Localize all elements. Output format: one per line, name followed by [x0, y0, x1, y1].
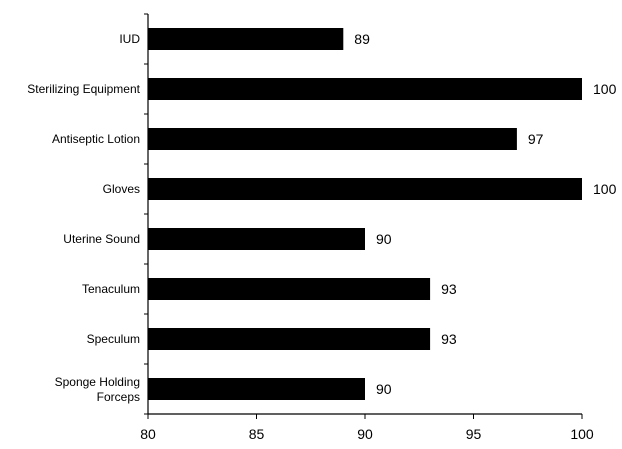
bar [148, 28, 344, 50]
x-tick-label: 85 [249, 426, 265, 442]
x-tick-label: 95 [466, 426, 482, 442]
bar [148, 378, 365, 400]
x-tick-label: 90 [357, 426, 373, 442]
data-label: 97 [528, 131, 544, 147]
category-label: Sponge Holding Forceps [55, 375, 140, 404]
category-label: Antiseptic Lotion [52, 132, 140, 146]
bar [148, 178, 582, 200]
bar [148, 228, 365, 250]
category-label: Gloves [103, 182, 140, 196]
data-label: 93 [441, 331, 457, 347]
bar [148, 278, 431, 300]
category-labels: IUD Sterilizing Equipment Antiseptic Lotio… [27, 32, 140, 404]
category-label: Uterine Sound [63, 232, 140, 246]
data-label: 90 [376, 381, 392, 397]
category-label: Speculum [87, 332, 140, 346]
bar [148, 78, 582, 100]
data-label: 93 [441, 281, 457, 297]
category-label: IUD [119, 32, 140, 46]
category-label: Sterilizing Equipment [27, 82, 140, 96]
x-tick-label: 100 [570, 426, 594, 442]
chart-axes [144, 13, 582, 415]
data-label: 89 [354, 31, 370, 47]
data-label: 100 [593, 181, 617, 197]
x-axis-ticks: 80 85 90 95 100 [140, 414, 594, 442]
bar [148, 128, 517, 150]
x-tick-label: 80 [140, 426, 156, 442]
category-label: Tenaculum [82, 282, 140, 296]
chart-bars [148, 28, 582, 400]
bar [148, 328, 431, 350]
data-labels: 89 100 97 100 90 93 93 90 [354, 31, 616, 397]
data-label: 100 [593, 81, 617, 97]
data-label: 90 [376, 231, 392, 247]
